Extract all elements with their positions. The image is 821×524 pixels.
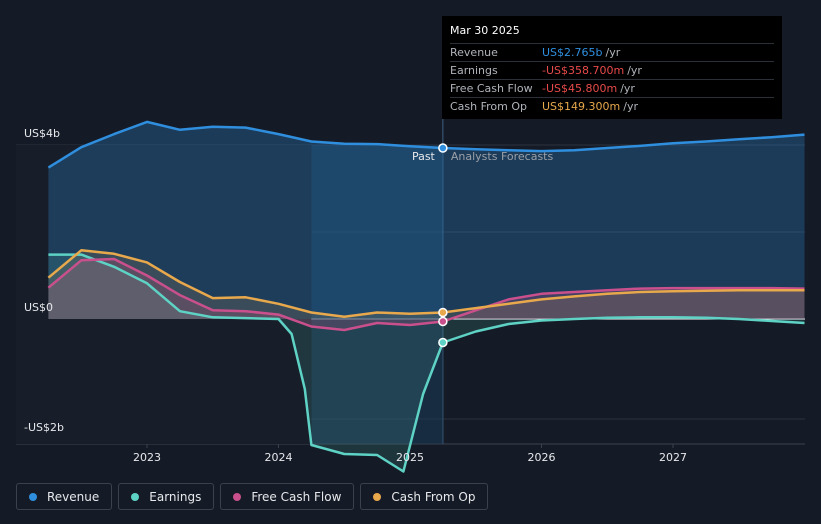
y-tick-label: US$4b [24, 127, 60, 140]
marker-layer [438, 143, 448, 348]
free-cash-flow-marker [438, 316, 448, 327]
chart-legend: Revenue Earnings Free Cash Flow Cash From O… [16, 483, 489, 512]
x-tick-label: 2026 [528, 451, 556, 464]
free-cash-flow-area [48, 259, 805, 330]
earnings-line [48, 253, 805, 473]
legend-dot-icon [373, 492, 382, 501]
x-tick-label: 2023 [133, 451, 161, 464]
revenue-line [47, 120, 805, 169]
tooltip-row-value: US$2.765b [542, 46, 603, 59]
x-tick-label: 2024 [265, 451, 293, 464]
tooltip-row: Earnings -US$358.700m/yr [450, 62, 774, 80]
label-layer: US$4b US$0 -US$2b 2023 2024 2025 2026 2027 Past A… [24, 127, 687, 464]
legend-item-cash-from-op[interactable]: Cash From Op [360, 483, 489, 510]
legend-label: Earnings [149, 489, 202, 504]
tooltip-row: Revenue US$2.765b/yr [450, 44, 774, 62]
past-background [16, 145, 312, 444]
tooltip-date: Mar 30 2025 [450, 22, 774, 44]
line-layer [47, 120, 805, 473]
forecast-label: Analysts Forecasts [451, 150, 554, 163]
earnings-area [48, 254, 805, 472]
legend-item-earnings[interactable]: Earnings [118, 483, 215, 510]
tooltip-row-value: US$149.300m [542, 100, 621, 113]
cash-from-op-marker [438, 307, 448, 318]
cash-from-op-line [47, 249, 805, 319]
tooltip-row-unit: /yr [620, 82, 635, 95]
tooltip-row: Cash From Op US$149.300m/yr [450, 98, 774, 115]
tooltip-row-unit: /yr [605, 46, 621, 59]
legend-dot-icon [131, 492, 140, 501]
data-tooltip: Mar 30 2025 Revenue US$2.765b/yr Earnings -… [442, 16, 782, 119]
tooltip-row-label: Cash From Op [450, 100, 528, 113]
earnings-marker [438, 337, 448, 348]
legend-item-revenue[interactable]: Revenue [16, 483, 113, 510]
area-layer [48, 121, 805, 472]
shade-layer [16, 145, 443, 444]
legend-item-free-cash-flow[interactable]: Free Cash Flow [220, 483, 355, 510]
tooltip-row-label: Earnings [450, 64, 498, 77]
cash-from-op-area [48, 250, 805, 319]
revenue-area [48, 121, 805, 320]
y-tick-label: -US$2b [24, 421, 64, 434]
legend-dot-icon [233, 492, 242, 501]
tooltip-row-value: -US$45.800m [542, 82, 618, 95]
tooltip-row-unit: /yr [627, 64, 642, 77]
legend-label: Cash From Op [391, 489, 476, 504]
free-cash-flow-line [47, 257, 805, 332]
tooltip-row-label: Revenue [450, 46, 498, 59]
past-label: Past [412, 150, 436, 163]
tooltip-row-label: Free Cash Flow [450, 82, 533, 95]
y-tick-label: US$0 [24, 301, 53, 314]
past-highlight-band [311, 145, 443, 444]
legend-label: Free Cash Flow [251, 489, 342, 504]
x-tick-label: 2027 [659, 451, 687, 464]
tooltip-row-value: -US$358.700m [542, 64, 625, 77]
legend-dot-icon [29, 492, 37, 501]
tooltip-row-unit: /yr [623, 100, 638, 113]
legend-label: Revenue [47, 489, 100, 504]
x-tick-label: 2025 [396, 451, 424, 464]
tooltip-row: Free Cash Flow -US$45.800m/yr [450, 80, 774, 98]
revenue-marker [438, 143, 448, 153]
tooltip-rows: Revenue US$2.765b/yr Earnings -US$358.700m /… [450, 44, 774, 115]
